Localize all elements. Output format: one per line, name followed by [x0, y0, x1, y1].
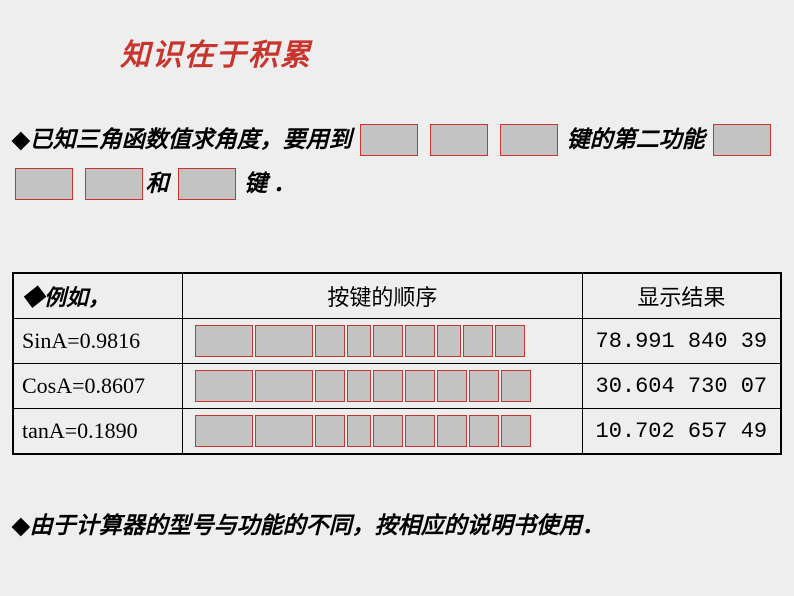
- key-blank-1: [360, 124, 418, 156]
- key-blank: [501, 370, 531, 402]
- key-blank: [437, 415, 467, 447]
- table-row: SinA=0.9816 78.991 840 39: [13, 319, 781, 364]
- intro-text-4: 键 ．: [244, 171, 296, 196]
- key-blank: [315, 370, 345, 402]
- row-keys: [183, 319, 583, 364]
- row-result: 30.604 730 07: [582, 364, 781, 409]
- example-table: ◆例如， 按键的顺序 显示结果 SinA=0.9816 78.991: [12, 272, 782, 455]
- key-blank: [373, 325, 403, 357]
- key-blank: [437, 325, 461, 357]
- key-blank: [195, 325, 253, 357]
- key-blank: [495, 325, 525, 357]
- header-result: 显示结果: [582, 273, 781, 319]
- row-result: 78.991 840 39: [582, 319, 781, 364]
- row-label: SinA=0.9816: [13, 319, 183, 364]
- row-label: CosA=0.8607: [13, 364, 183, 409]
- key-blank: [373, 415, 403, 447]
- key-blank: [405, 325, 435, 357]
- bullet-diamond: ◆: [12, 513, 30, 539]
- page-title: 知识在于积累: [120, 30, 312, 74]
- key-blank: [405, 370, 435, 402]
- row-keys: [183, 409, 583, 455]
- table-row: tanA=0.1890 10.702 657 49: [13, 409, 781, 455]
- key-blank-7: [178, 168, 236, 200]
- key-blank-5: [15, 168, 73, 200]
- key-blank: [469, 415, 499, 447]
- key-blank: [437, 370, 467, 402]
- key-blank-4: [713, 124, 771, 156]
- row-label: tanA=0.1890: [13, 409, 183, 455]
- example-table-wrap: ◆例如， 按键的顺序 显示结果 SinA=0.9816 78.991: [12, 272, 782, 455]
- intro-paragraph: ◆已知三角函数值求角度，要用到 键的第二功能 和 键 ．: [12, 118, 782, 206]
- header-sequence: 按键的顺序: [183, 273, 583, 319]
- footer-note: ◆由于计算器的型号与功能的不同，按相应的说明书使用．: [12, 506, 605, 540]
- key-blank-3: [500, 124, 558, 156]
- key-blank: [347, 325, 371, 357]
- key-blank: [373, 370, 403, 402]
- intro-text-3: 和: [146, 171, 169, 196]
- key-blank: [195, 415, 253, 447]
- table-header-row: ◆例如， 按键的顺序 显示结果: [13, 273, 781, 319]
- key-blank: [195, 370, 253, 402]
- row-keys: [183, 364, 583, 409]
- key-blank: [405, 415, 435, 447]
- bullet-diamond: ◆: [12, 118, 30, 162]
- key-sequence: [191, 325, 574, 357]
- key-blank: [255, 325, 313, 357]
- key-blank: [315, 415, 345, 447]
- key-blank: [315, 325, 345, 357]
- intro-text-2: 键的第二功能: [567, 127, 705, 152]
- intro-text-1: 已知三角函数值求角度，要用到: [30, 127, 352, 152]
- key-blank: [469, 370, 499, 402]
- table-row: CosA=0.8607 30.604 730 07: [13, 364, 781, 409]
- footer-text: 由于计算器的型号与功能的不同，按相应的说明书使用．: [30, 513, 605, 538]
- header-example: ◆例如，: [13, 273, 183, 319]
- key-blank: [347, 415, 371, 447]
- row-result: 10.702 657 49: [582, 409, 781, 455]
- key-blank-6: [85, 168, 143, 200]
- key-sequence: [191, 415, 574, 447]
- key-sequence: [191, 370, 574, 402]
- key-blank: [255, 415, 313, 447]
- key-blank: [501, 415, 531, 447]
- key-blank: [463, 325, 493, 357]
- key-blank-2: [430, 124, 488, 156]
- key-blank: [255, 370, 313, 402]
- key-blank: [347, 370, 371, 402]
